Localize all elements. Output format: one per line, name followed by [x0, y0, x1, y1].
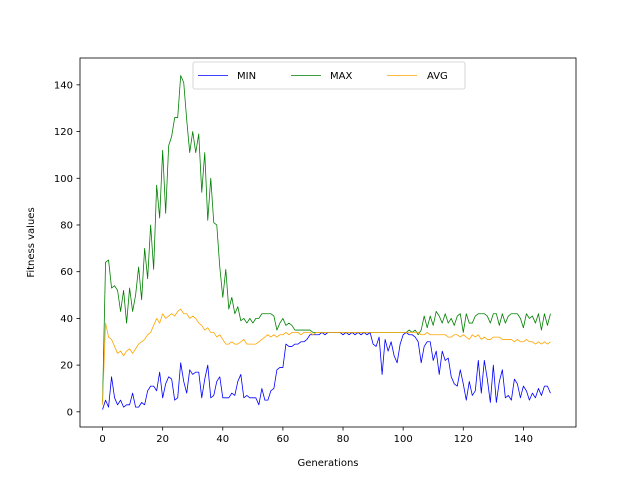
series-layer [102, 75, 551, 410]
x-axis: 0 20 40 60 80 100 120 140 [99, 427, 533, 445]
x-tick-label: 100 [394, 434, 413, 445]
y-tick-label: 40 [60, 314, 73, 325]
x-tick-label: 80 [337, 434, 350, 445]
x-tick-label: 20 [156, 434, 169, 445]
y-tick-label: 80 [60, 220, 73, 231]
x-tick-label: 60 [277, 434, 290, 445]
legend-label-avg: AVG [427, 71, 448, 82]
y-axis: 0 20 40 60 80 100 120 140 [54, 80, 80, 418]
y-tick-label: 140 [54, 80, 73, 91]
x-tick-label: 0 [99, 434, 105, 445]
series-line-min [102, 332, 551, 410]
legend-box [192, 61, 466, 90]
x-tick-label: 40 [216, 434, 229, 445]
x-tick-label: 140 [514, 434, 533, 445]
y-tick-label: 100 [54, 174, 73, 185]
legend-label-min: MIN [237, 71, 256, 82]
plot-frame [79, 57, 577, 428]
y-tick-label: 120 [54, 127, 73, 138]
y-tick-label: 20 [60, 361, 73, 372]
legend-label-max: MAX [330, 71, 352, 82]
x-axis-label: Generations [298, 458, 359, 469]
y-axis-label: Fitness values [26, 207, 37, 277]
y-tick-label: 0 [67, 407, 73, 418]
series-line-avg [102, 308, 551, 405]
x-tick-label: 120 [454, 434, 473, 445]
y-tick-label: 60 [60, 267, 73, 278]
legend: MIN MAX AVG [192, 61, 466, 90]
